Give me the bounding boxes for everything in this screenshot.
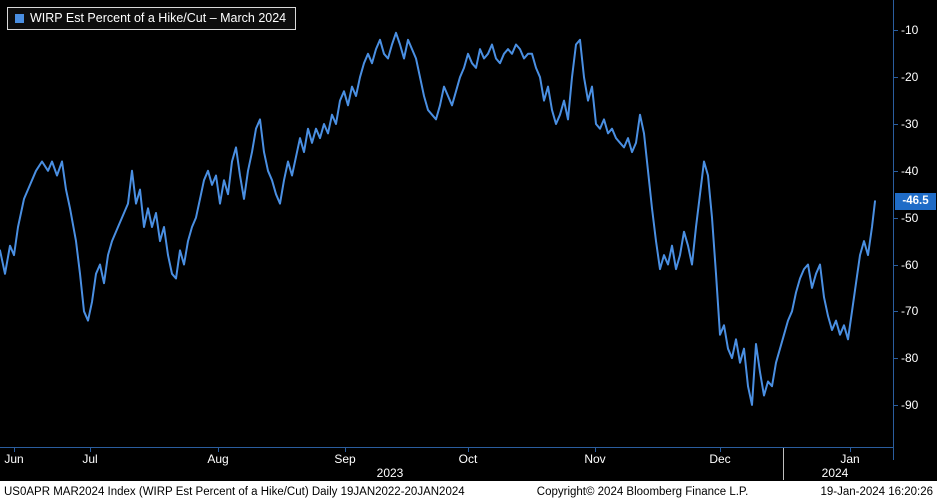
x-tick-label-nov: Nov [584, 452, 606, 466]
series-swatch-icon [15, 13, 24, 23]
y-tick-label: -70 [901, 304, 919, 319]
x-tick-label-aug: Aug [207, 452, 229, 466]
status-datetime-text: 19-Jan-2024 16:20:26 [820, 486, 933, 498]
y-tick-label: -50 [901, 210, 919, 225]
price-line-svg [0, 31, 876, 406]
y-tick-mark [893, 217, 898, 219]
y-tick-label: -30 [901, 117, 919, 131]
y-tick-label: -90 [901, 397, 919, 412]
x-tick-label-jun: Jun [4, 452, 24, 466]
x-tick-mark [14, 448, 15, 452]
year-label-2024: 2024 [821, 466, 849, 480]
x-tick-label-jul: Jul [82, 452, 98, 466]
status-copyright-text: Copyright© 2024 Bloomberg Finance L.P. [536, 486, 749, 498]
status-bar: US0APR MAR2024 Index (WIRP Est Percent o… [0, 481, 937, 503]
y-tick-mark [893, 404, 898, 406]
y-axis-line [893, 0, 894, 460]
x-tick-label-jan: Jan [840, 452, 860, 466]
y-tick-mark [893, 358, 898, 360]
x-axis-line [0, 447, 894, 448]
status-left-text: US0APR MAR2024 Index (WIRP Est Percent o… [4, 486, 465, 498]
legend-box[interactable]: WIRP Est Percent of a Hike/Cut – March 2… [7, 7, 297, 30]
x-tick-mark [468, 448, 469, 452]
y-tick-mark [893, 124, 898, 125]
x-tick-label-oct: Oct [458, 452, 478, 466]
x-tick-mark [850, 448, 851, 452]
y-tick-label: -40 [901, 163, 919, 178]
y-tick-label: -10 [901, 23, 919, 38]
year-label-2023: 2023 [376, 466, 404, 480]
chart-plot-area [0, 31, 876, 406]
x-tick-mark [595, 448, 596, 452]
y-tick-label: -80 [901, 351, 919, 366]
x-tick-mark [345, 448, 346, 452]
y-tick-mark [893, 77, 898, 79]
x-axis: Jun Jul Aug Sep Oct Nov Dec Jan 2023 2024 [0, 447, 894, 481]
y-tick-mark [893, 264, 898, 266]
x-tick-label-dec: Dec [709, 452, 731, 466]
y-tick-mark [893, 311, 898, 313]
y-tick-label: -20 [901, 70, 919, 85]
x-tick-mark [218, 448, 219, 452]
x-tick-label-sep: Sep [334, 452, 356, 466]
price-line [0, 31, 876, 406]
x-tick-mark [720, 448, 721, 452]
y-tick-mark [893, 30, 898, 32]
year-separator [783, 448, 784, 480]
y-tick-label: -60 [901, 257, 919, 272]
last-value-label: -46.5 [895, 192, 936, 210]
y-axis: -46.5 -10 -20 -30 -40 -50 -60 -70 -80 -90 [893, 0, 937, 460]
y-tick-mark [893, 170, 898, 172]
x-tick-mark [90, 448, 91, 452]
legend-label: WIRP Est Percent of a Hike/Cut – March 2… [30, 11, 287, 25]
